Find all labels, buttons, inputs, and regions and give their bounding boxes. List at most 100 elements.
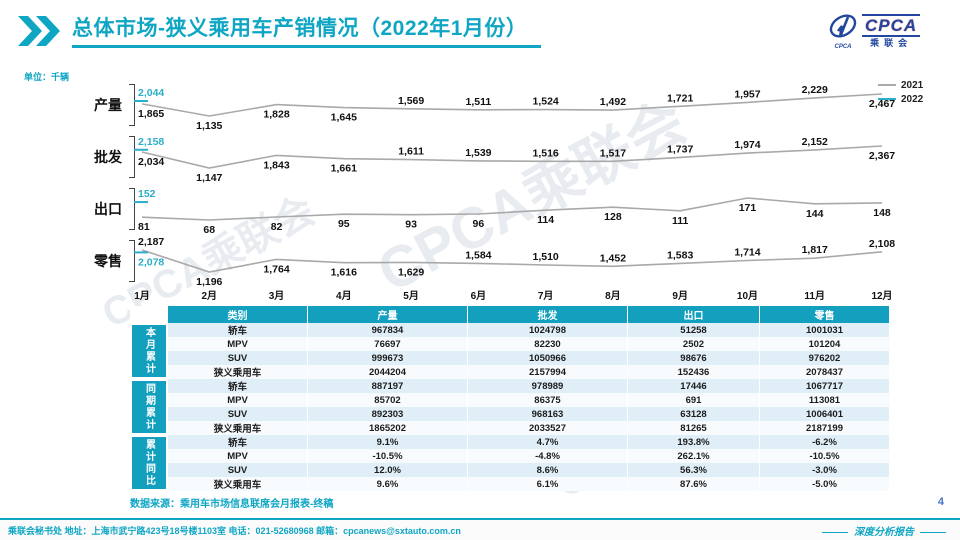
table-value-cell: 101204 [760, 337, 890, 351]
table-value-cell: 976202 [760, 351, 890, 365]
table-category-cell: 狭义乘用车 [168, 421, 308, 435]
table-value-cell: -10.5% [308, 449, 468, 463]
footer-report-type: 深度分析报告 [816, 523, 952, 538]
table-value-cell: 2033527 [468, 421, 628, 435]
table-category-cell: MPV [168, 337, 308, 351]
table-value-cell: 9.1% [308, 435, 468, 449]
svg-text:2,044: 2,044 [138, 87, 164, 99]
table-value-cell: 1006401 [760, 407, 890, 421]
table-value-cell: 87.6% [628, 477, 760, 491]
table-row: MPV 85702 86375 691 113081 [130, 393, 890, 407]
svg-text:1,721: 1,721 [667, 92, 693, 104]
table-value-cell: 1865202 [308, 421, 468, 435]
table-row: MPV -10.5% -4.8% 262.1% -10.5% [130, 449, 890, 463]
svg-text:2,467: 2,467 [869, 98, 895, 110]
table-row: SUV 12.0% 8.6% 56.3% -3.0% [130, 463, 890, 477]
title-chevron-icon [18, 16, 60, 46]
table-value-cell: 9.6% [308, 477, 468, 491]
summary-table: 类别 产量 批发 出口 零售 本月累计 轿车 967834 1024798 51258 10010… [130, 306, 890, 491]
svg-text:2,152: 2,152 [802, 136, 828, 148]
svg-text:1,843: 1,843 [263, 159, 289, 171]
table-value-cell: 1067717 [760, 379, 890, 393]
table-value-cell: 691 [628, 393, 760, 407]
svg-text:1,817: 1,817 [802, 244, 828, 256]
table-value-cell: 967834 [308, 323, 468, 337]
svg-text:1,645: 1,645 [331, 112, 357, 124]
svg-text:95: 95 [338, 218, 350, 230]
svg-text:81: 81 [138, 221, 150, 233]
month-label-10: 10月 [736, 291, 759, 302]
month-label-1: 1月 [134, 291, 150, 302]
table-row: SUV 999673 1050966 98676 976202 [130, 351, 890, 365]
svg-text:144: 144 [806, 208, 824, 220]
svg-text:2,034: 2,034 [138, 156, 164, 168]
svg-text:1,492: 1,492 [600, 96, 626, 108]
table-value-cell: -4.8% [468, 449, 628, 463]
table-header-3: 出口 [628, 306, 760, 323]
svg-text:114: 114 [537, 214, 554, 226]
footer-bar: 乘联会秘书处 地址：上海市武宁路423号18号楼1103室 电话：021-526… [0, 518, 960, 540]
svg-text:1,569: 1,569 [398, 95, 424, 107]
page-number: 4 [937, 496, 944, 508]
chart-row-export: 出口 81 68 82 95 93 96 114 128 111 171 144 148 152 [0, 182, 960, 236]
legend-label-2022: 2022 [901, 93, 924, 105]
table-row: 狭义乘用车 1865202 2033527 81265 2187199 [130, 421, 890, 435]
svg-text:68: 68 [203, 224, 215, 236]
legend-swatch-2022 [878, 98, 896, 100]
table-value-cell: 85702 [308, 393, 468, 407]
table-value-cell: 4.7% [468, 435, 628, 449]
table-value-cell: 1024798 [468, 323, 628, 337]
page-title: 总体市场-狭义乘用车产销情况（2022年1月份） [72, 12, 542, 48]
table-row: 狭义乘用车 2044204 2157994 152436 2078437 [130, 365, 890, 379]
svg-text:1,764: 1,764 [263, 263, 289, 275]
table-value-cell: -6.2% [760, 435, 890, 449]
table-value-cell: 2078437 [760, 365, 890, 379]
bracket-icon [129, 240, 135, 282]
month-label-12: 12月 [871, 291, 893, 302]
table-row: 狭义乘用车 9.6% 6.1% 87.6% -5.0% [130, 477, 890, 491]
svg-text:1,616: 1,616 [331, 267, 357, 279]
table-value-cell: 86375 [468, 393, 628, 407]
svg-text:2,108: 2,108 [869, 238, 895, 250]
table-row: 同期累计 轿车 887197 978989 17446 1067717 [130, 379, 890, 435]
footer-contact: 乘联会秘书处 地址：上海市武宁路423号18号楼1103室 电话：021-526… [8, 525, 461, 536]
table-corner [130, 306, 168, 323]
svg-text:171: 171 [739, 202, 757, 214]
chart-legend: 2021 2022 [878, 78, 923, 106]
svg-text:111: 111 [672, 215, 689, 227]
table-value-cell: 193.8% [628, 435, 760, 449]
chart-svg-wholesale: 2,034 1,147 1,843 1,661 1,611 1,539 1,516 1,517… [134, 136, 895, 184]
table-category-cell: SUV [168, 351, 308, 365]
svg-text:1,524: 1,524 [532, 96, 558, 108]
table-value-cell: -3.0% [760, 463, 890, 477]
table-row: 累计同比 轿车 9.1% 4.7% 193.8% -6.2% [130, 435, 890, 491]
svg-text:1,714: 1,714 [734, 247, 760, 259]
table-value-cell: 262.1% [628, 449, 760, 463]
logo-wordmark: CPCA [862, 14, 921, 37]
table-value-cell: 8.6% [468, 463, 628, 477]
chart-row-retail: 零售 2,187 1,196 1,764 1,616 1,629 1,584 1,510 1,4… [0, 234, 960, 288]
svg-text:1,147: 1,147 [196, 172, 222, 184]
svg-text:82: 82 [271, 221, 283, 233]
cpca-emblem-icon: CPCA [829, 14, 857, 50]
svg-text:1,611: 1,611 [398, 146, 424, 158]
table-row: MPV 76697 82230 2502 101204 [130, 337, 890, 351]
svg-text:96: 96 [473, 218, 485, 230]
svg-text:1,135: 1,135 [196, 120, 222, 132]
table-header-0: 类别 [168, 306, 308, 323]
table-value-cell: 51258 [628, 323, 760, 337]
table-value-cell: 2157994 [468, 365, 628, 379]
table-value-cell: -10.5% [760, 449, 890, 463]
svg-text:2,158: 2,158 [138, 136, 164, 148]
table-row: 本月累计 轿车 967834 1024798 51258 1001031 [130, 323, 890, 379]
svg-text:1,511: 1,511 [466, 96, 492, 108]
table-category-cell: 轿车 [168, 379, 308, 393]
chart-row-label-production: 产量 [94, 97, 122, 113]
month-label-3: 3月 [268, 291, 285, 302]
cpca-logo: CPCA CPCA 乘联会 [828, 6, 946, 56]
table-header-1: 产量 [308, 306, 468, 323]
footer-dash [822, 531, 848, 533]
svg-text:1,517: 1,517 [600, 147, 626, 159]
chart-svg-production: 1,865 1,135 1,828 1,645 1,569 1,511 1,524 1,492… [134, 84, 895, 132]
